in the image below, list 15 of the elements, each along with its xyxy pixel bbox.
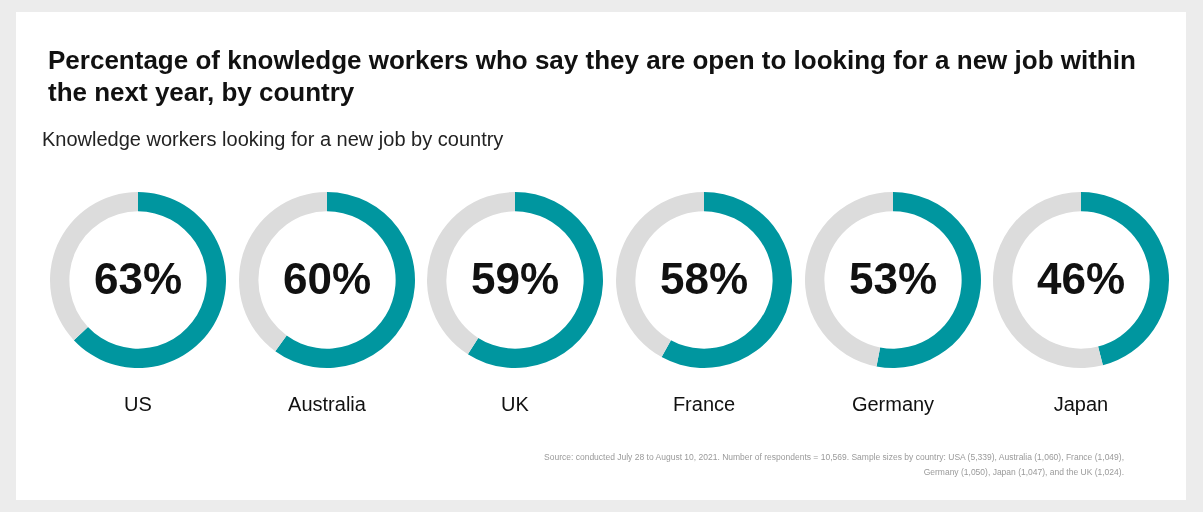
text: Percentage of knowledge workers who say they are open to looking for a new job within the next year, by country [48, 44, 1137, 108]
source-note: Source: conducted July 28 to August 10, 2021. Number of respondents = 10,569. Sample sizes by country: USA (5,339), Australia (1,060), France (1,049), Germany (1,050), Japan (1,047), and the UK (1,024). [543, 451, 1124, 479]
data-label: 59% [470, 254, 560, 304]
text: Knowledge workers looking for a new job by country [42, 128, 504, 151]
data-label: 46% [1036, 254, 1126, 304]
text: Australia [287, 393, 367, 416]
data-label: 58% [659, 254, 749, 304]
text: UK [500, 393, 530, 416]
text: Germany [850, 393, 936, 416]
data-label: 60% [282, 254, 372, 304]
text: Japan [1052, 393, 1110, 416]
data-label: 63% [93, 254, 183, 304]
data-label: 53% [848, 254, 938, 304]
text: US [123, 393, 153, 416]
text: France [671, 393, 737, 416]
